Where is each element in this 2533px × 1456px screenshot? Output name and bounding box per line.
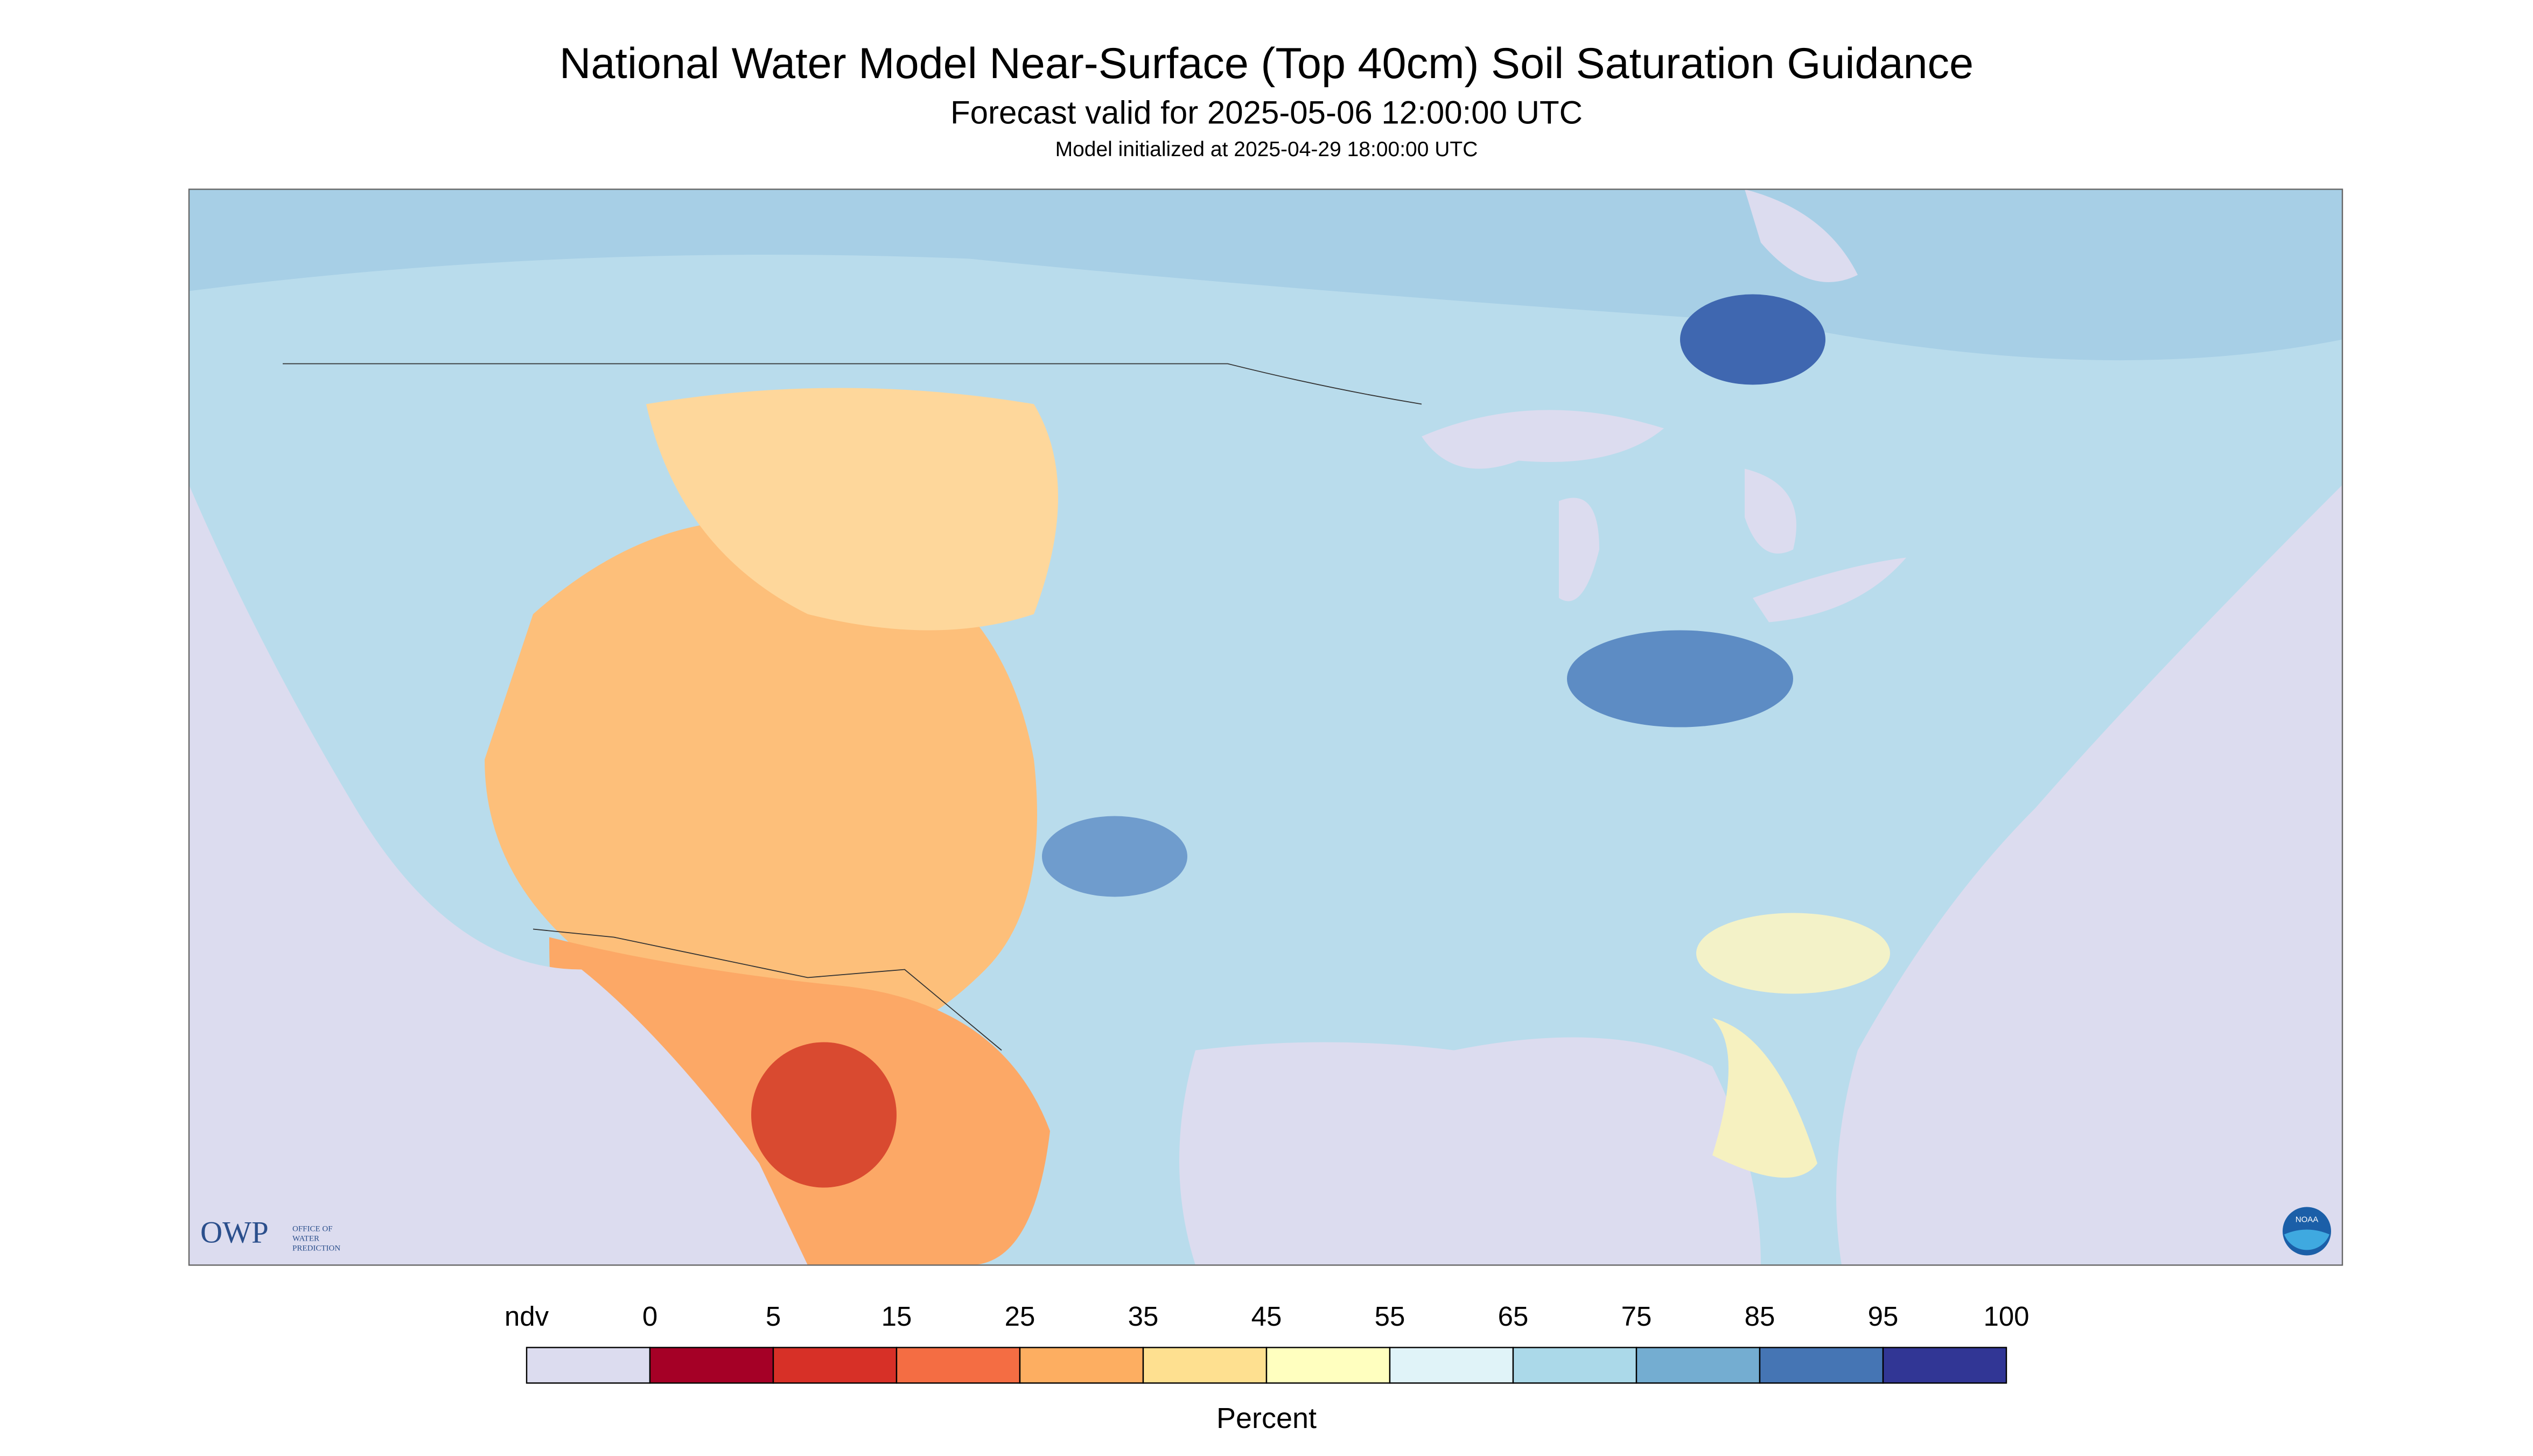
colorbar-label: 100 bbox=[1983, 1301, 2029, 1332]
very-dry-region bbox=[751, 1042, 897, 1188]
border bbox=[533, 928, 1002, 1051]
colorbar-unit: Percent bbox=[1216, 1402, 1317, 1434]
colorbar-swatch bbox=[1389, 1347, 1514, 1384]
title: National Water Model Near-Surface (Top 4… bbox=[559, 39, 1974, 88]
noaa-logo-wave bbox=[2284, 1229, 2329, 1250]
gulf bbox=[1179, 1037, 1761, 1265]
dry-region bbox=[646, 388, 1058, 631]
colorbar-swatch bbox=[772, 1347, 898, 1384]
wet-patch bbox=[1567, 630, 1793, 727]
colorbar-swatch bbox=[895, 1347, 1021, 1384]
owp-logo-text: PREDICTION bbox=[292, 1244, 340, 1253]
colorbar-label: 85 bbox=[1745, 1301, 1775, 1332]
colorbar-label: 65 bbox=[1498, 1301, 1529, 1332]
lake bbox=[1559, 498, 1599, 601]
lake bbox=[1745, 468, 1796, 554]
border bbox=[283, 363, 1422, 405]
colorbar-swatch bbox=[1635, 1347, 1761, 1384]
colorbar-label: 55 bbox=[1375, 1301, 1405, 1332]
init-note: Model initialized at 2025-04-29 18:00:00… bbox=[1055, 138, 1478, 161]
subtitle: Forecast valid for 2025-05-06 12:00:00 U… bbox=[950, 94, 1583, 130]
colorbar-swatch bbox=[526, 1347, 651, 1384]
pacific bbox=[189, 485, 808, 1265]
colorbar-label: 95 bbox=[1868, 1301, 1899, 1332]
colorbar-swatch bbox=[1882, 1347, 2007, 1384]
dry-region bbox=[1696, 913, 1890, 994]
owp-logo-text: WATER bbox=[292, 1235, 319, 1243]
colorbar: ndv 0 5 15 25 35 45 55 65 75 85 95 100 bbox=[505, 1301, 2030, 1384]
colorbar-swatch bbox=[1512, 1347, 1638, 1384]
colorbar-swatch bbox=[1142, 1347, 1268, 1384]
wet-patch bbox=[1042, 816, 1187, 897]
noaa-logo-text: NOAA bbox=[2296, 1215, 2319, 1224]
colorbar-swatch bbox=[1759, 1347, 1884, 1384]
colorbar-label: 45 bbox=[1251, 1301, 1282, 1332]
colorbar-label: 5 bbox=[766, 1301, 781, 1332]
florida bbox=[1712, 1018, 1817, 1178]
atlantic bbox=[1836, 485, 2342, 1265]
owp-logo: OWP bbox=[200, 1216, 269, 1250]
owp-logo-text: OFFICE OF bbox=[292, 1225, 333, 1234]
colorbar-label: 15 bbox=[881, 1301, 912, 1332]
map-frame bbox=[188, 188, 2343, 1266]
hudson-bay bbox=[1745, 189, 1858, 282]
colorbar-label: 35 bbox=[1128, 1301, 1159, 1332]
lake bbox=[1753, 557, 1906, 622]
wet-patch bbox=[1680, 294, 1825, 385]
colorbar-label: 25 bbox=[1005, 1301, 1035, 1332]
map: OWP OFFICE OF WATER PREDICTION NOAA bbox=[188, 188, 2343, 1266]
colorbar-swatch bbox=[1019, 1347, 1144, 1384]
lake bbox=[1422, 410, 1664, 469]
colorbar-swatch bbox=[649, 1347, 774, 1384]
colorbar-label: 0 bbox=[642, 1301, 657, 1332]
colorbar-swatch bbox=[1265, 1347, 1391, 1384]
colorbar-label: ndv bbox=[505, 1301, 549, 1332]
dry-region bbox=[485, 520, 1037, 1037]
colorbar-label: 75 bbox=[1621, 1301, 1652, 1332]
